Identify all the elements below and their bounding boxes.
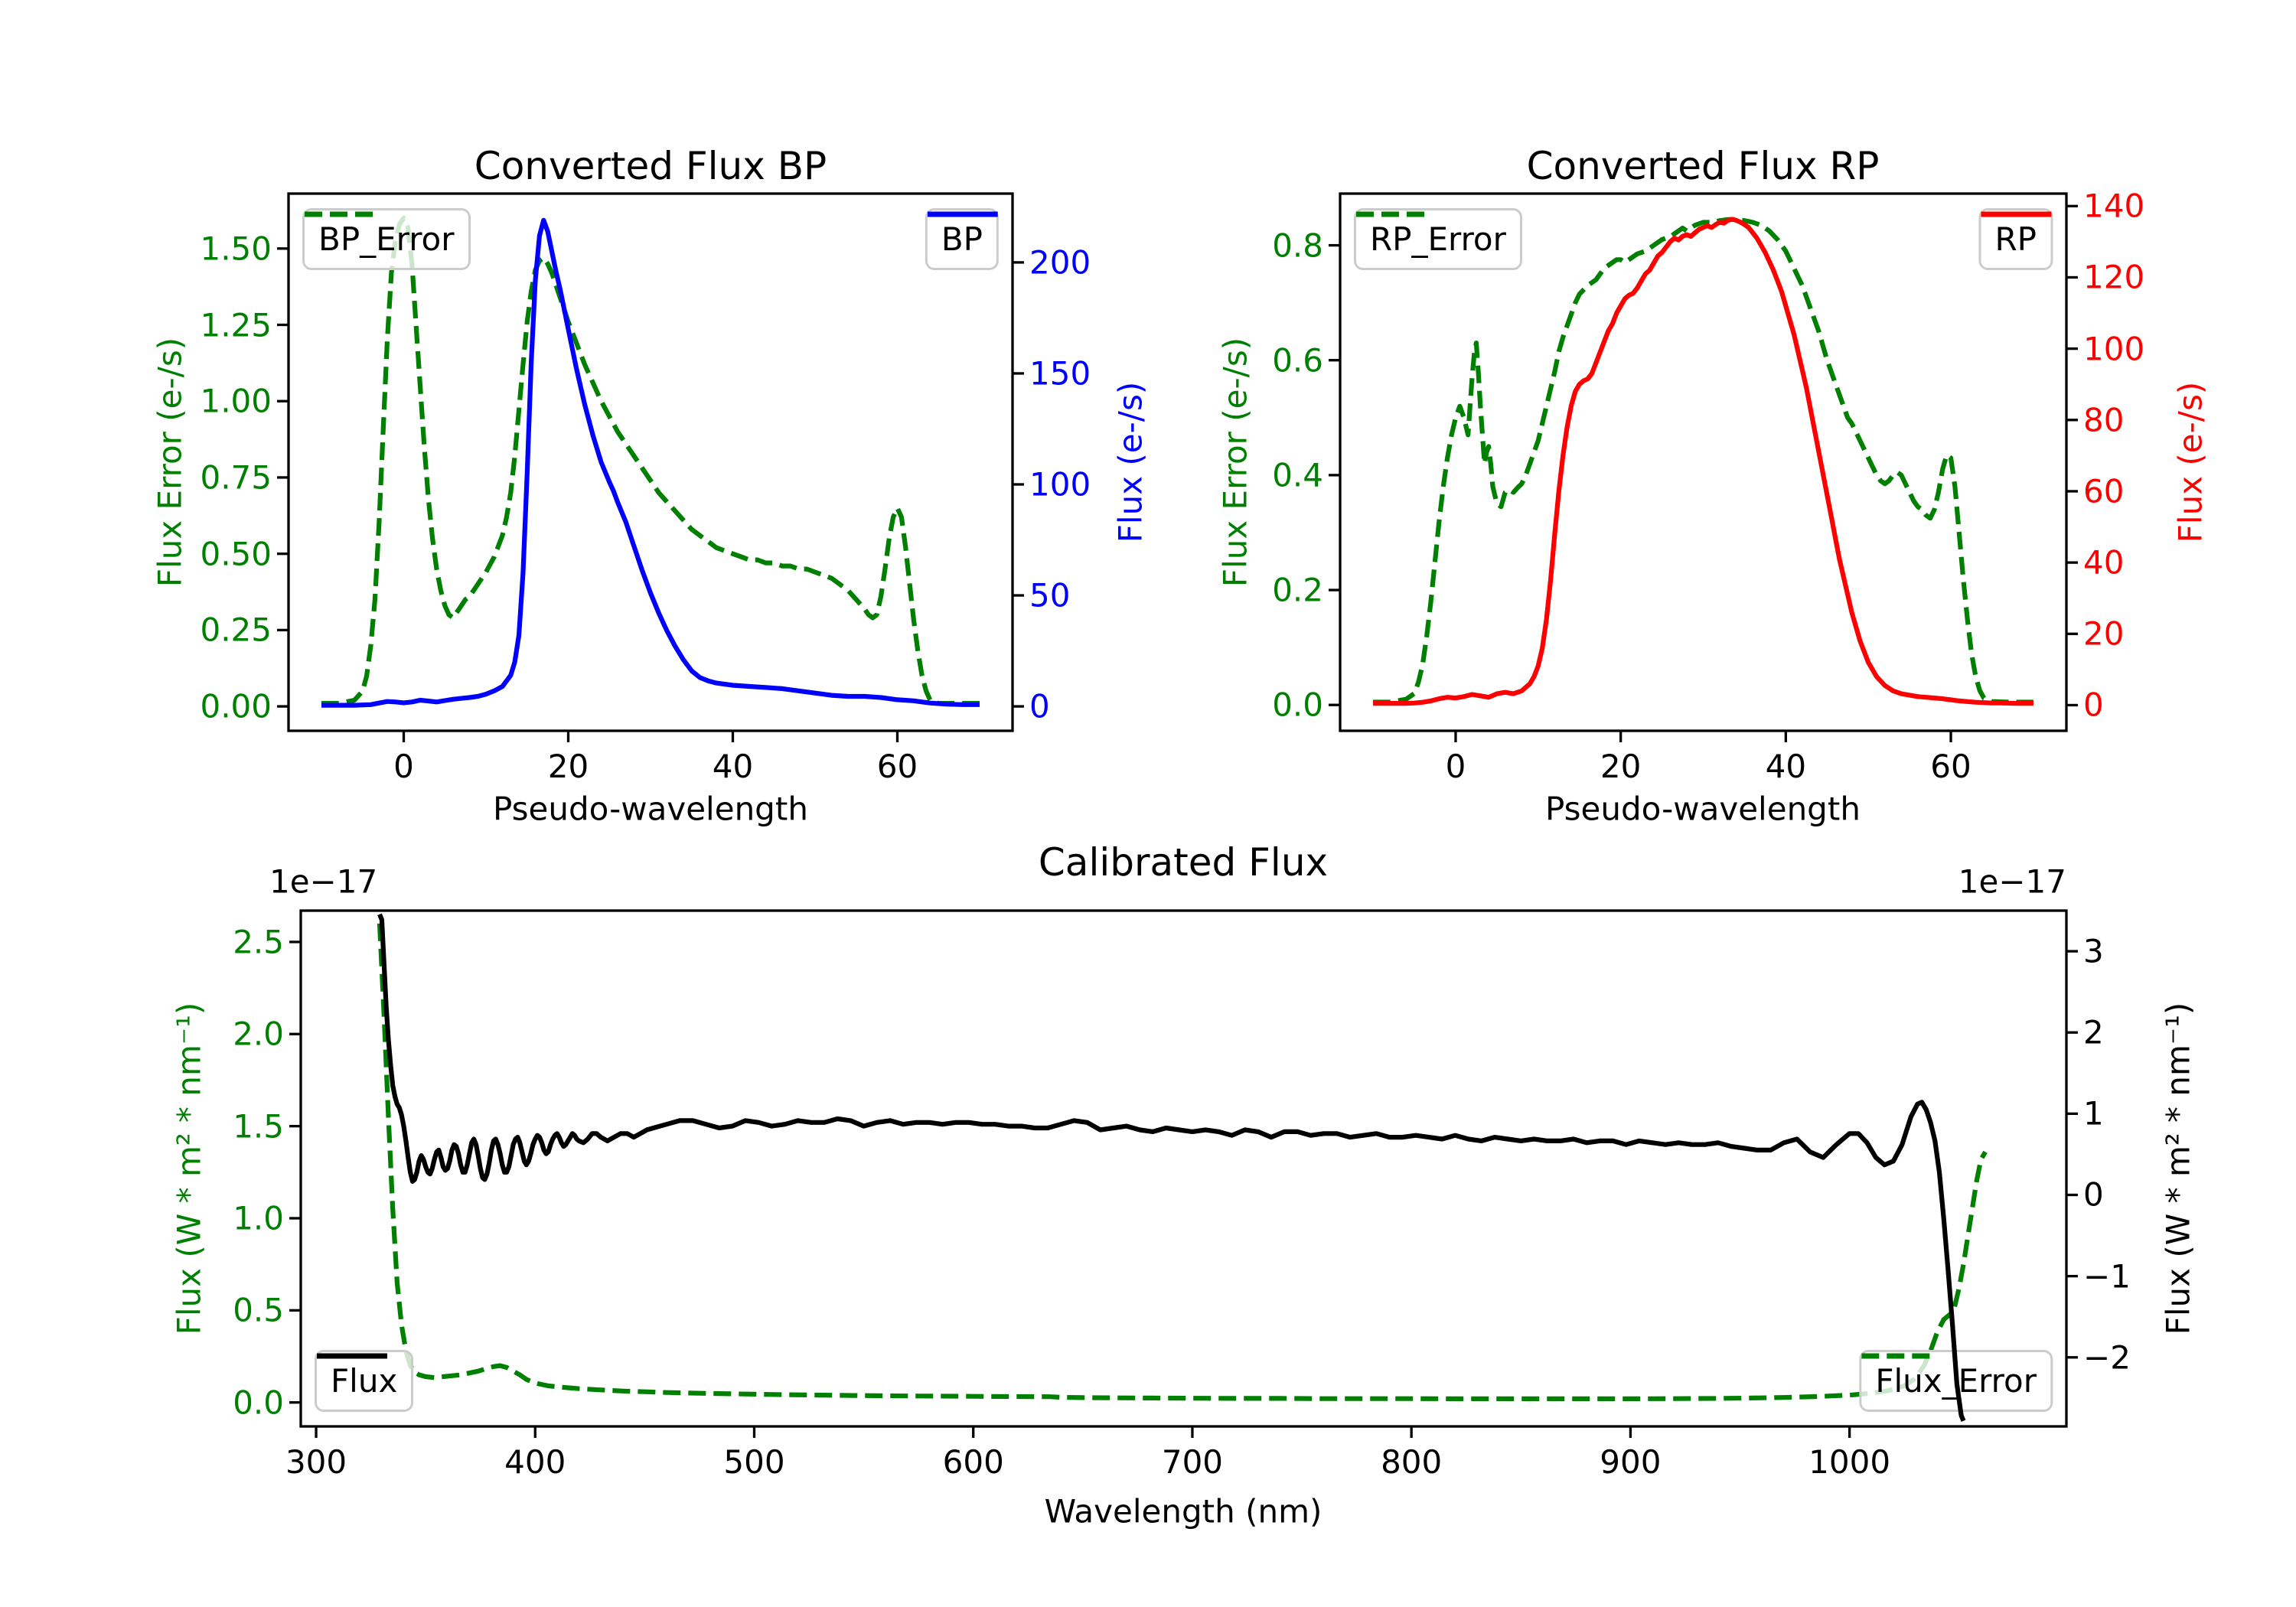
axes-frame [1339, 192, 2068, 732]
rp-curve [1373, 217, 2033, 706]
axes-frame [287, 192, 1014, 732]
bp-curve [321, 217, 980, 708]
axes-frame [299, 909, 2068, 1428]
bp-error-curve [321, 215, 980, 706]
rp-error-curve [1373, 217, 2033, 705]
flux-curve [377, 913, 1966, 1422]
